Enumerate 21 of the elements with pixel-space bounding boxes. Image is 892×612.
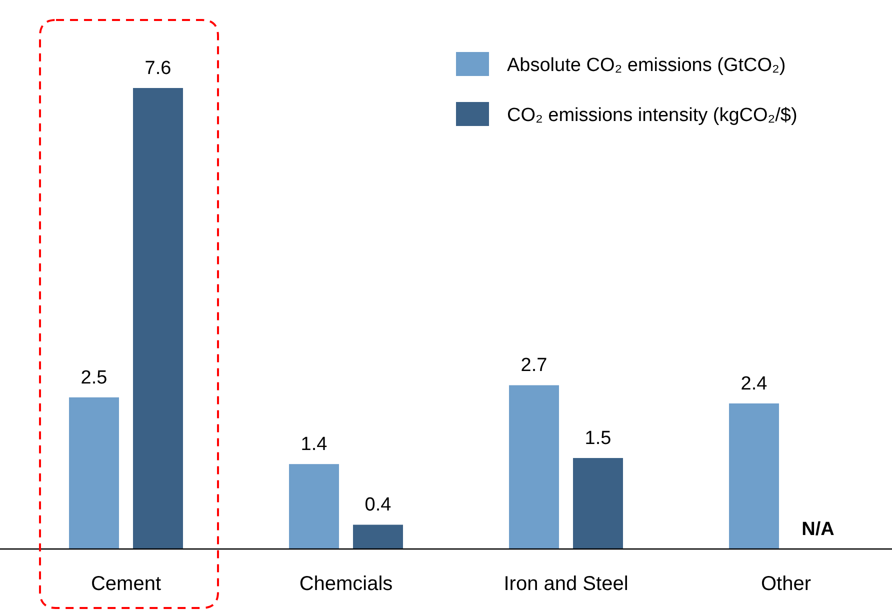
data-label: 2.5	[80, 367, 108, 388]
data-label: 7.6	[144, 58, 172, 79]
x-tick-label: Iron and Steel	[504, 573, 628, 595]
x-tick-label: Other	[760, 573, 812, 595]
x-tick-label: Cement	[90, 573, 162, 595]
data-label: 1.4	[300, 434, 328, 456]
text: N/A	[802, 519, 834, 540]
bar	[509, 385, 559, 549]
x-tick-label: Chemcials	[299, 573, 393, 595]
bar	[133, 88, 183, 549]
data-label: 1.5	[584, 428, 612, 450]
bar	[289, 464, 339, 549]
legend-label: CO₂ emissions intensity (kgCO₂/$)	[507, 105, 798, 126]
legend-label: Absolute CO₂ emissions (GtCO₂)	[507, 55, 786, 76]
bar	[69, 397, 119, 549]
data-label: 2.4	[740, 373, 768, 394]
data-label: 2.7	[520, 355, 548, 376]
bar	[729, 403, 779, 549]
bar	[573, 458, 623, 549]
data-label: 0.4	[364, 494, 392, 516]
bar	[353, 524, 403, 549]
